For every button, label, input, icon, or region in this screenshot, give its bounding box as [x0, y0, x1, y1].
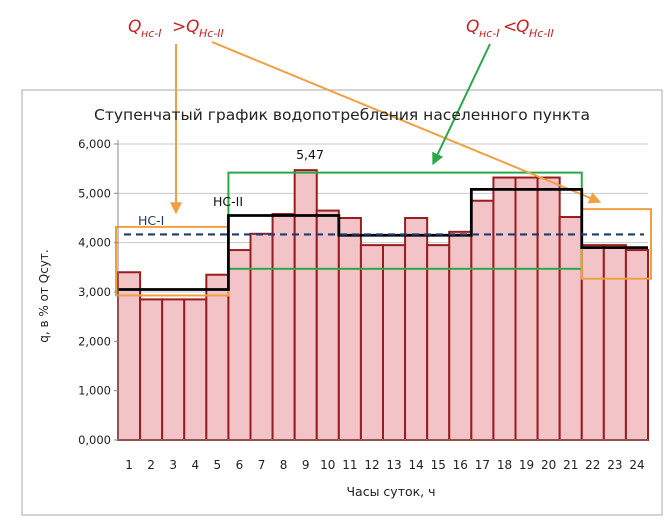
x-tick-label: 14 — [408, 458, 423, 472]
x-tick-label: 5 — [214, 458, 222, 472]
y-tick-label: 3,000 — [78, 285, 111, 299]
formula-right: Q нс-I < Q Нс-II — [466, 17, 554, 40]
formula-left: Q нс-I > Q Нс-II — [128, 17, 224, 40]
chart-title: Ступенчатый график водопотребления насел… — [94, 106, 590, 124]
y-tick-label: 6,000 — [78, 137, 111, 151]
x-tick-label: 12 — [364, 458, 379, 472]
x-tick-label: 8 — [280, 458, 288, 472]
bar — [492, 176, 517, 441]
ns2-schedule-label: НС-II — [213, 194, 243, 209]
bar — [315, 209, 340, 441]
x-tick-label: 23 — [607, 458, 622, 472]
x-tick-label: 18 — [497, 458, 512, 472]
y-tick-label: 4,000 — [78, 236, 111, 250]
bar — [205, 273, 230, 441]
svg-text:Нс-II: Нс-II — [529, 27, 554, 40]
y-tick-label: 2,000 — [78, 334, 111, 348]
x-tick-label: 1 — [125, 458, 133, 472]
bar — [337, 217, 362, 441]
bar — [558, 216, 583, 441]
bar — [227, 249, 252, 441]
svg-text:Q: Q — [466, 17, 479, 37]
svg-text:Q: Q — [128, 17, 141, 37]
svg-text:>: > — [172, 17, 186, 37]
svg-text:Нс-II: Нс-II — [199, 27, 224, 40]
x-tick-label: 7 — [258, 458, 266, 472]
bar — [382, 244, 407, 441]
bar — [448, 230, 473, 441]
ns1-level-label: НС-I — [138, 213, 164, 228]
bar — [161, 298, 186, 441]
svg-text:нс-I: нс-I — [479, 27, 499, 40]
y-tick-label: 1,000 — [78, 384, 111, 398]
x-tick-label: 11 — [342, 458, 357, 472]
x-tick-label: 24 — [629, 458, 644, 472]
bar — [580, 244, 605, 441]
bar — [293, 169, 318, 441]
bar — [249, 232, 274, 441]
bar — [514, 176, 539, 441]
bar — [536, 176, 561, 441]
bar — [117, 271, 142, 441]
x-tick-label: 10 — [320, 458, 335, 472]
y-tick-label: 0,000 — [78, 433, 111, 447]
x-tick-label: 22 — [585, 458, 600, 472]
x-tick-label: 15 — [431, 458, 446, 472]
x-tick-label: 3 — [169, 458, 177, 472]
svg-text:Q: Q — [516, 17, 529, 37]
bar — [602, 244, 627, 441]
bar — [404, 217, 429, 441]
y-tick-label: 5,000 — [78, 186, 111, 200]
bar — [359, 244, 384, 441]
bar — [183, 298, 208, 441]
x-tick-label: 16 — [453, 458, 468, 472]
arrow-to-right-box — [211, 41, 602, 204]
bar — [139, 298, 164, 441]
arrow-to-green-box — [432, 43, 491, 166]
x-tick-label: 19 — [519, 458, 534, 472]
x-tick-label: 21 — [563, 458, 578, 472]
bar — [470, 199, 495, 441]
x-tick-label: 2 — [147, 458, 155, 472]
y-axis-label: q, в % от Qсут. — [37, 249, 51, 342]
bar — [271, 213, 296, 441]
svg-text:Q: Q — [186, 17, 199, 37]
x-tick-label: 9 — [302, 458, 310, 472]
bar — [426, 244, 451, 441]
svg-text:<: < — [503, 17, 517, 37]
x-tick-label: 17 — [475, 458, 490, 472]
x-tick-label: 4 — [191, 458, 199, 472]
x-tick-label: 20 — [541, 458, 556, 472]
peak-value-label: 5,47 — [296, 147, 324, 162]
svg-text:нс-I: нс-I — [141, 27, 161, 40]
x-tick-label: 13 — [386, 458, 401, 472]
x-axis-label: Часы суток, ч — [346, 484, 435, 499]
x-tick-label: 6 — [236, 458, 244, 472]
